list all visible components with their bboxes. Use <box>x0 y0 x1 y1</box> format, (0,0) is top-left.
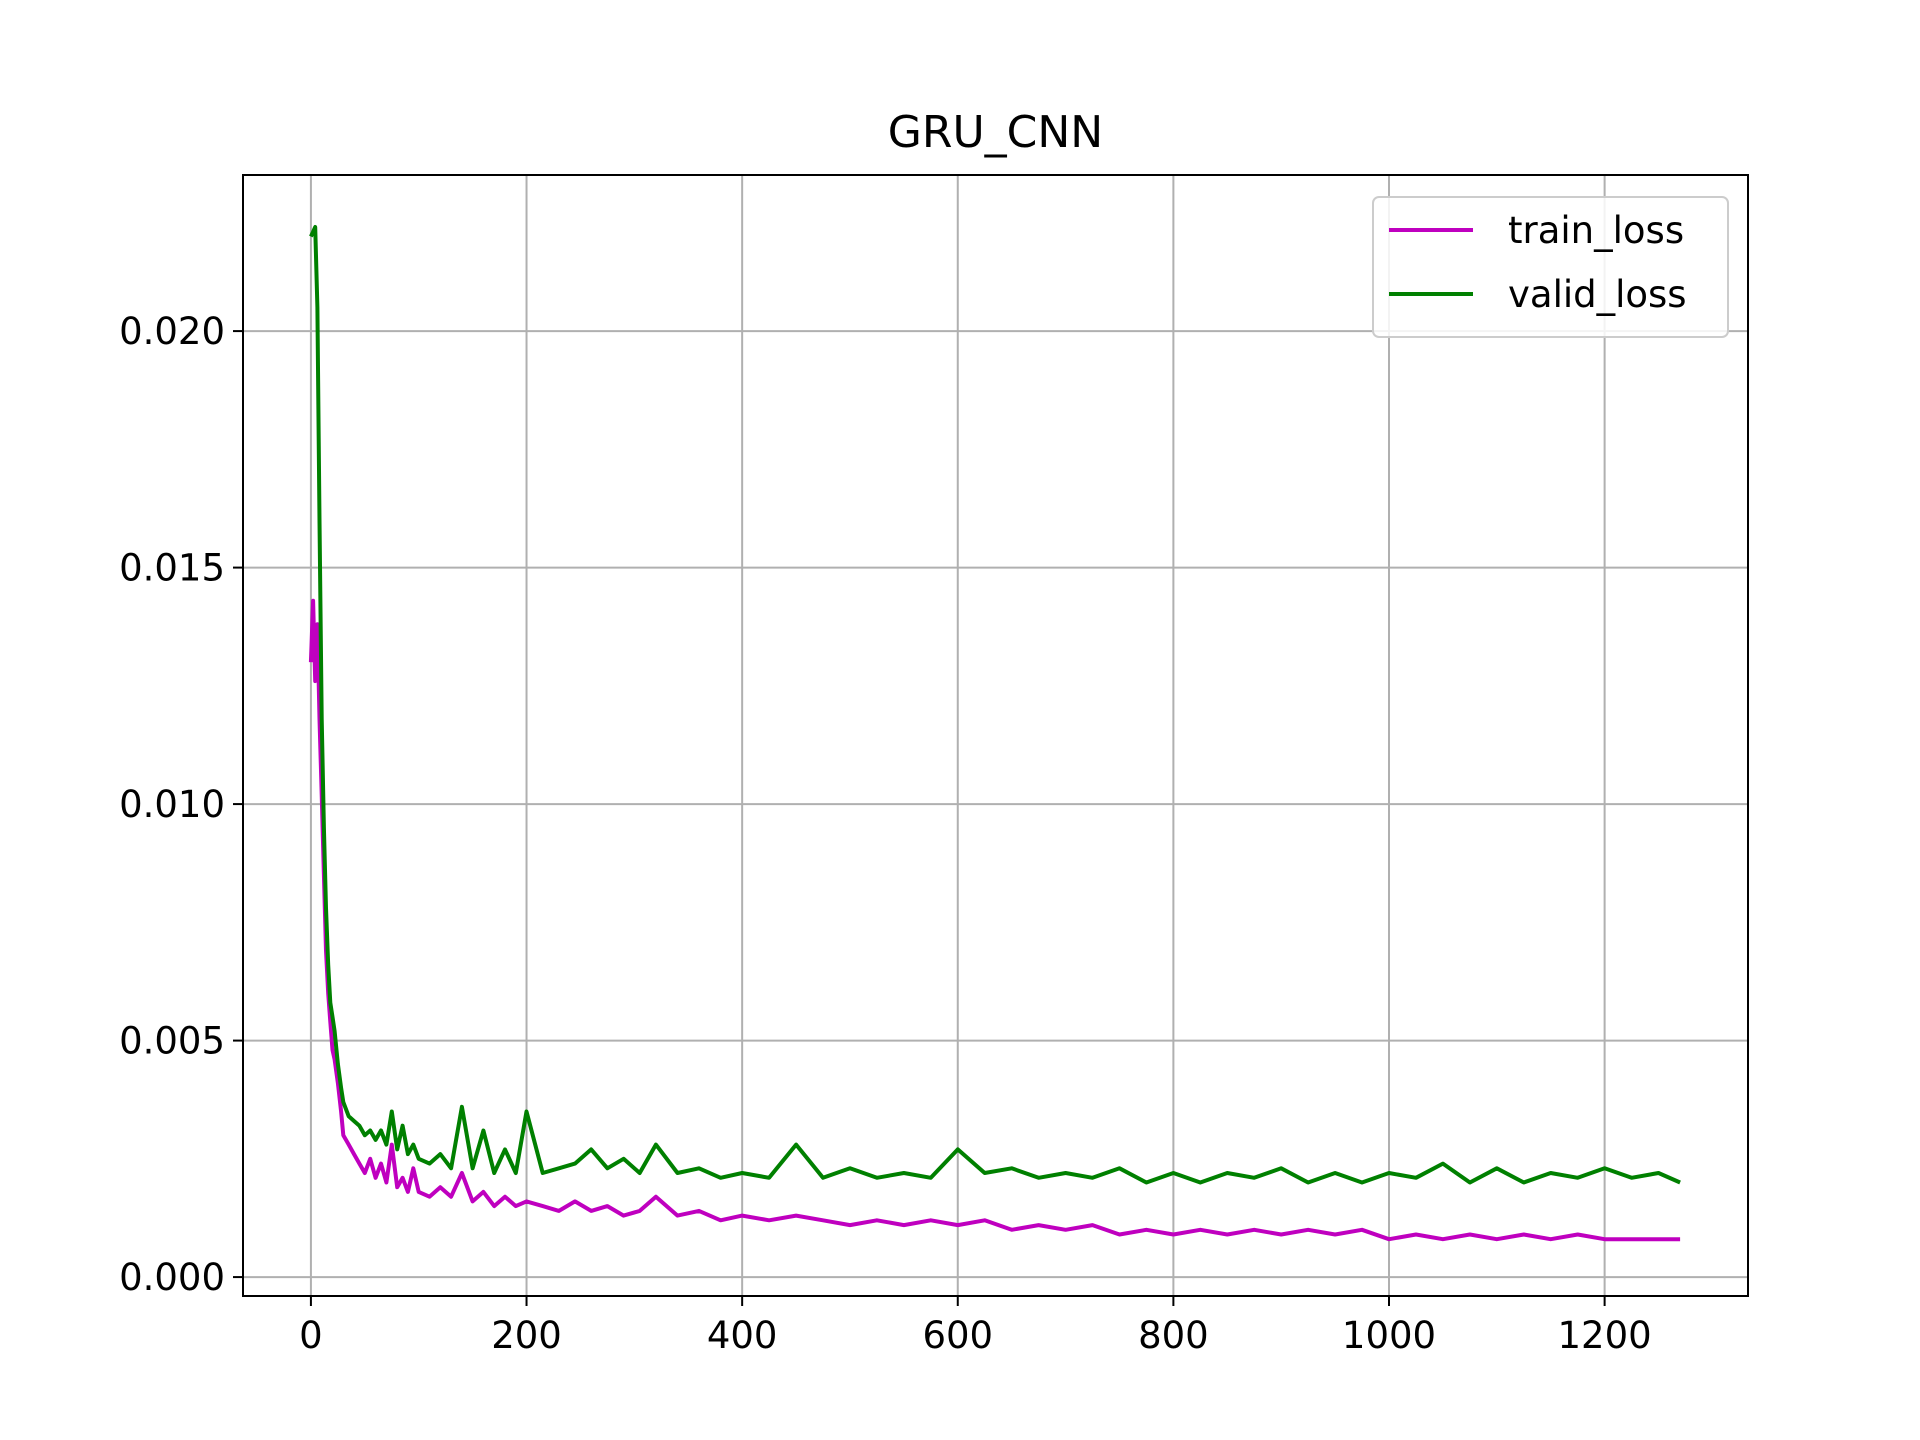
grid-lines <box>243 175 1748 1296</box>
x-tick-label: 600 <box>922 1314 993 1357</box>
y-tick-label: 0.010 <box>119 783 225 826</box>
x-tick-label: 0 <box>299 1314 323 1357</box>
series-line-valid_loss <box>309 225 1681 1185</box>
x-axis-ticks: 0 200 400 600 800 1000 1200 <box>299 1296 1652 1357</box>
y-tick-label: 0.020 <box>119 310 225 353</box>
plot-frame <box>242 174 1749 1297</box>
y-axis-ticks: 0.000 0.005 0.010 0.015 0.020 <box>119 310 243 1299</box>
y-tick-label: 0.015 <box>119 547 225 590</box>
legend-label-valid_loss: valid_loss <box>1508 273 1687 316</box>
x-tick-label: 800 <box>1138 1314 1209 1357</box>
series-line-train_loss <box>308 598 1681 1242</box>
legend-label-train_loss: train_loss <box>1508 209 1684 252</box>
x-tick-label: 400 <box>707 1314 778 1357</box>
x-tick-label: 1200 <box>1558 1314 1652 1357</box>
y-tick-label: 0.000 <box>119 1256 225 1299</box>
series-lines <box>308 225 1681 1242</box>
x-tick-label: 1000 <box>1342 1314 1436 1357</box>
chart-title: GRU_CNN <box>888 107 1103 158</box>
y-tick-label: 0.005 <box>119 1020 225 1063</box>
legend: train_loss valid_loss <box>1372 196 1729 338</box>
x-tick-label: 200 <box>491 1314 562 1357</box>
